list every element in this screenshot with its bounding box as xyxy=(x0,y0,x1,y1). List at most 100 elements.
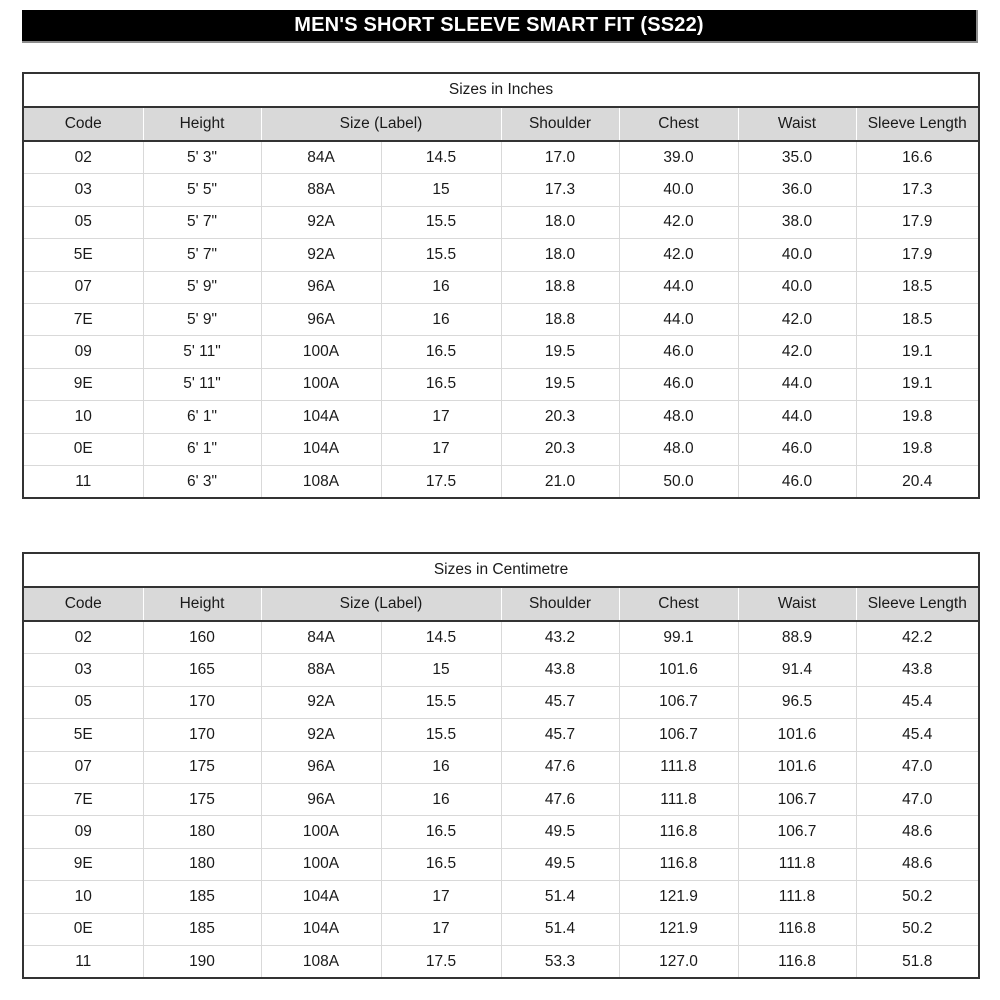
size-label-cell: 108A xyxy=(261,465,382,499)
height-cell: 5' 7" xyxy=(143,238,262,272)
chest-cell: 121.9 xyxy=(619,880,739,914)
table-caption-row: Sizes in Centimetre xyxy=(23,553,980,588)
size-label-cell: 84A xyxy=(261,621,382,655)
size-label-cell: 96A xyxy=(261,303,382,337)
height-cell: 5' 7" xyxy=(143,206,262,240)
shoulder-cell: 49.5 xyxy=(501,815,620,849)
height-cell: 185 xyxy=(143,913,262,946)
code-cell: 0E xyxy=(23,913,144,946)
height-cell: 5' 5" xyxy=(143,173,262,207)
collar-size-cell: 17 xyxy=(381,880,502,914)
height-cell: 170 xyxy=(143,686,262,720)
sleeve-length-cell: 20.4 xyxy=(856,465,979,499)
sleeve-length-cell: 19.8 xyxy=(856,400,979,434)
sizes-in-inches-table: Sizes in Inches Code Height Size (Label)… xyxy=(22,72,980,500)
shoulder-cell: 51.4 xyxy=(501,913,620,946)
collar-size-cell: 16 xyxy=(381,271,502,304)
table-row: 05 170 92A 15.5 45.7 106.7 96.5 45.4 xyxy=(23,686,980,720)
size-label-cell: 108A xyxy=(261,945,382,979)
chest-cell: 40.0 xyxy=(619,173,739,207)
height-cell: 5' 11" xyxy=(143,368,262,402)
waist-cell: 111.8 xyxy=(738,880,857,914)
size-label-cell: 92A xyxy=(261,718,382,752)
waist-cell: 96.5 xyxy=(738,686,857,720)
shoulder-cell: 18.0 xyxy=(501,206,620,240)
collar-size-cell: 16.5 xyxy=(381,368,502,402)
code-cell: 9E xyxy=(23,848,144,882)
code-cell: 02 xyxy=(23,621,144,655)
sleeve-length-cell: 47.0 xyxy=(856,783,980,817)
table-row: 02 160 84A 14.5 43.2 99.1 88.9 42.2 xyxy=(23,621,980,655)
height-cell: 6' 1" xyxy=(143,400,262,434)
code-cell: 5E xyxy=(23,238,144,272)
table-row: 7E 5' 9" 96A 16 18.8 44.0 42.0 18.5 xyxy=(23,303,979,337)
table-row: 0E 6' 1" 104A 17 20.3 48.0 46.0 19.8 xyxy=(23,433,979,466)
table-row: 10 6' 1" 104A 17 20.3 48.0 44.0 19.8 xyxy=(23,400,979,434)
waist-cell: 91.4 xyxy=(738,653,857,687)
table-caption: Sizes in Inches xyxy=(23,73,979,108)
collar-size-cell: 14.5 xyxy=(381,621,502,655)
page-title: MEN'S SHORT SLEEVE SMART FIT (SS22) xyxy=(22,10,978,43)
height-cell: 6' 1" xyxy=(143,433,262,466)
sleeve-length-cell: 17.9 xyxy=(856,206,979,240)
waist-cell: 101.6 xyxy=(738,751,857,784)
waist-cell: 116.8 xyxy=(738,913,857,946)
waist-cell: 46.0 xyxy=(738,465,857,499)
sleeve-length-cell: 18.5 xyxy=(856,303,979,337)
column-header-sleeve-length: Sleeve Length xyxy=(856,587,980,622)
table-body: 02 5' 3" 84A 14.5 17.0 39.0 35.0 16.6 03 5' 5" 88A… xyxy=(23,141,979,499)
sleeve-length-cell: 42.2 xyxy=(856,621,980,655)
height-cell: 175 xyxy=(143,783,262,817)
height-cell: 170 xyxy=(143,718,262,752)
column-header-height: Height xyxy=(143,587,262,622)
chest-cell: 44.0 xyxy=(619,271,739,304)
waist-cell: 40.0 xyxy=(738,238,857,272)
collar-size-cell: 16.5 xyxy=(381,815,502,849)
shoulder-cell: 18.8 xyxy=(501,303,620,337)
table-row: 02 5' 3" 84A 14.5 17.0 39.0 35.0 16.6 xyxy=(23,141,979,175)
waist-cell: 35.0 xyxy=(738,141,857,175)
size-label-cell: 100A xyxy=(261,848,382,882)
waist-cell: 111.8 xyxy=(738,848,857,882)
chest-cell: 50.0 xyxy=(619,465,739,499)
code-cell: 03 xyxy=(23,173,144,207)
shoulder-cell: 47.6 xyxy=(501,751,620,784)
sleeve-length-cell: 16.6 xyxy=(856,141,979,175)
height-cell: 5' 9" xyxy=(143,303,262,337)
height-cell: 6' 3" xyxy=(143,465,262,499)
chest-cell: 48.0 xyxy=(619,433,739,466)
table-header-row: Code Height Size (Label) Shoulder Chest … xyxy=(23,107,979,142)
chest-cell: 127.0 xyxy=(619,945,739,979)
shoulder-cell: 43.2 xyxy=(501,621,620,655)
column-header-shoulder: Shoulder xyxy=(501,107,620,142)
size-label-cell: 104A xyxy=(261,433,382,466)
collar-size-cell: 15.5 xyxy=(381,206,502,240)
table-body: 02 160 84A 14.5 43.2 99.1 88.9 42.2 03 165 88A 15 43… xyxy=(23,621,980,979)
table-row: 0E 185 104A 17 51.4 121.9 116.8 50.2 xyxy=(23,913,980,946)
size-label-cell: 92A xyxy=(261,238,382,272)
waist-cell: 40.0 xyxy=(738,271,857,304)
table-caption-row: Sizes in Inches xyxy=(23,73,979,108)
height-cell: 5' 3" xyxy=(143,141,262,175)
collar-size-cell: 15.5 xyxy=(381,238,502,272)
sleeve-length-cell: 17.9 xyxy=(856,238,979,272)
height-cell: 185 xyxy=(143,880,262,914)
shoulder-cell: 45.7 xyxy=(501,718,620,752)
collar-size-cell: 17.5 xyxy=(381,465,502,499)
chest-cell: 116.8 xyxy=(619,815,739,849)
waist-cell: 36.0 xyxy=(738,173,857,207)
column-header-height: Height xyxy=(143,107,262,142)
table-row: 9E 5' 11" 100A 16.5 19.5 46.0 44.0 19.1 xyxy=(23,368,979,402)
size-label-cell: 92A xyxy=(261,206,382,240)
sleeve-length-cell: 18.5 xyxy=(856,271,979,304)
column-header-waist: Waist xyxy=(738,107,857,142)
chest-cell: 106.7 xyxy=(619,718,739,752)
size-label-cell: 88A xyxy=(261,173,382,207)
chest-cell: 99.1 xyxy=(619,621,739,655)
collar-size-cell: 15 xyxy=(381,173,502,207)
shoulder-cell: 43.8 xyxy=(501,653,620,687)
chest-cell: 116.8 xyxy=(619,848,739,882)
shoulder-cell: 20.3 xyxy=(501,400,620,434)
height-cell: 5' 11" xyxy=(143,335,262,369)
sleeve-length-cell: 50.2 xyxy=(856,880,980,914)
